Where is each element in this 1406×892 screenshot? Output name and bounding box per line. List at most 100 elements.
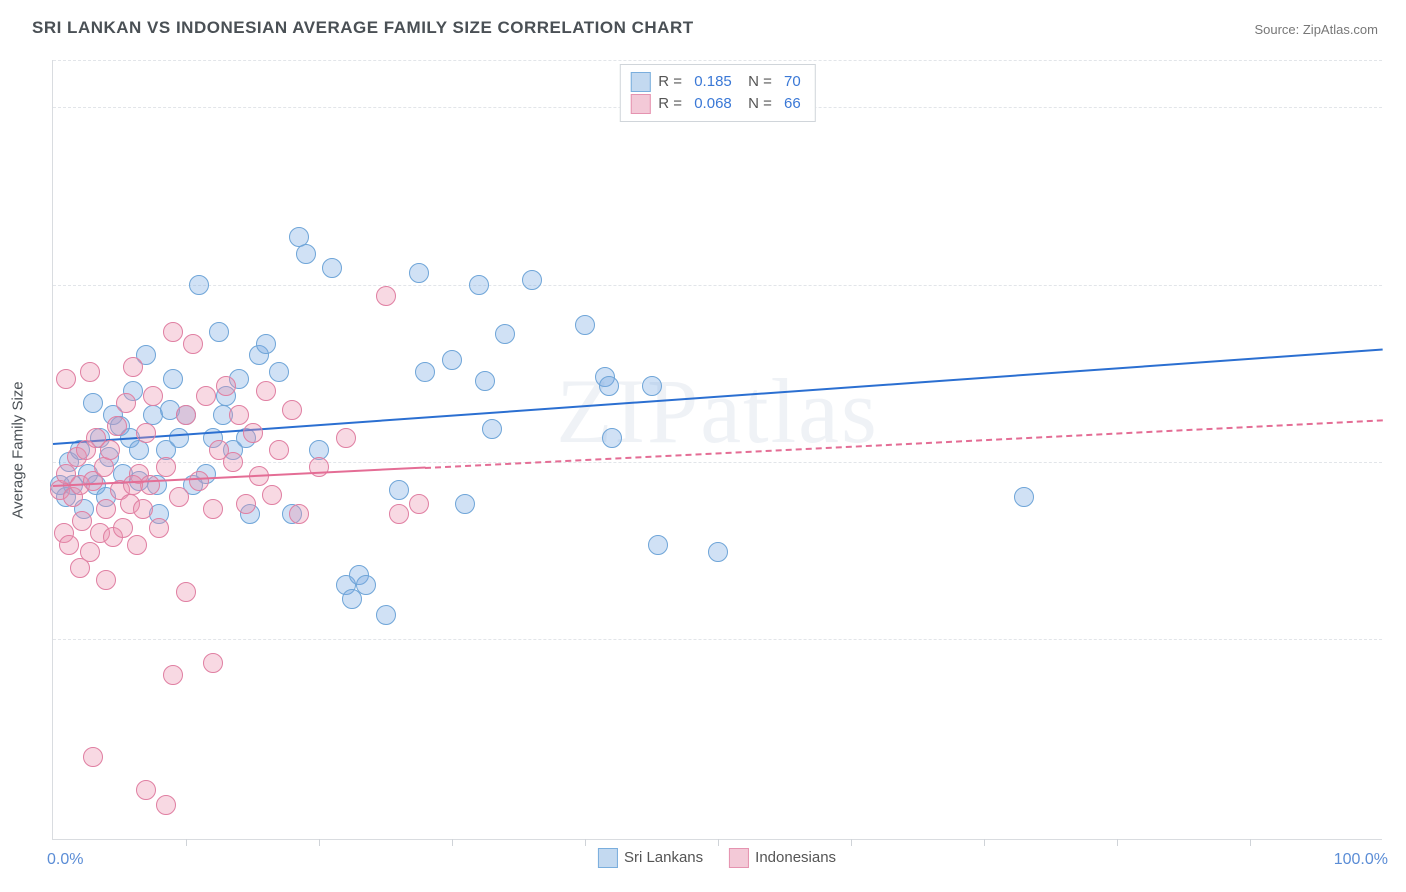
x-tick <box>1250 839 1251 846</box>
data-point-indonesians <box>176 405 196 425</box>
data-point-indonesians <box>123 357 143 377</box>
data-point-indonesians <box>256 381 276 401</box>
data-point-indonesians <box>223 452 243 472</box>
x-axis-end-label: 100.0% <box>1334 851 1388 869</box>
y-tick-label: 2.75 <box>1390 630 1406 648</box>
data-point-sri_lankans <box>599 376 619 396</box>
x-tick <box>851 839 852 846</box>
data-point-sri_lankans <box>469 275 489 295</box>
data-point-indonesians <box>376 286 396 306</box>
data-point-sri_lankans <box>256 334 276 354</box>
data-point-sri_lankans <box>169 428 189 448</box>
y-tick-label: 3.50 <box>1390 453 1406 471</box>
data-point-sri_lankans <box>189 275 209 295</box>
correlation-legend: R = 0.185 N = 70R = 0.068 N = 66 <box>619 64 815 122</box>
x-tick <box>1117 839 1118 846</box>
data-point-indonesians <box>96 499 116 519</box>
legend-n-value: 70 <box>780 71 801 93</box>
data-point-sri_lankans <box>322 258 342 278</box>
data-point-indonesians <box>236 494 256 514</box>
legend-n-value: 66 <box>780 93 801 115</box>
data-point-indonesians <box>136 780 156 800</box>
x-axis-start-label: 0.0% <box>47 851 83 869</box>
gridline-h <box>53 462 1382 463</box>
data-point-indonesians <box>163 665 183 685</box>
data-point-sri_lankans <box>356 575 376 595</box>
data-point-indonesians <box>262 485 282 505</box>
data-point-indonesians <box>80 362 100 382</box>
legend-r-label: R = <box>658 71 686 93</box>
data-point-indonesians <box>143 386 163 406</box>
data-point-indonesians <box>163 322 183 342</box>
data-point-indonesians <box>140 475 160 495</box>
legend-n-label: N = <box>740 71 772 93</box>
legend-item-sri_lankans: Sri Lankans <box>598 848 703 868</box>
data-point-sri_lankans <box>522 270 542 290</box>
data-point-indonesians <box>183 334 203 354</box>
data-point-indonesians <box>107 416 127 436</box>
data-point-indonesians <box>216 376 236 396</box>
data-point-indonesians <box>282 400 302 420</box>
data-point-indonesians <box>100 440 120 460</box>
data-point-indonesians <box>116 393 136 413</box>
x-tick <box>186 839 187 846</box>
data-point-sri_lankans <box>269 362 289 382</box>
legend-swatch-indonesians <box>630 94 650 114</box>
chart-container: Average Family Size ZIPatlas R = 0.185 N… <box>52 60 1382 840</box>
data-point-sri_lankans <box>455 494 475 514</box>
legend-row-indonesians: R = 0.068 N = 66 <box>630 93 800 115</box>
source-site: ZipAtlas.com <box>1303 22 1378 37</box>
legend-swatch-indonesians <box>729 848 749 868</box>
data-point-indonesians <box>196 386 216 406</box>
legend-swatch-sri_lankans <box>598 848 618 868</box>
data-point-sri_lankans <box>415 362 435 382</box>
data-point-sri_lankans <box>648 535 668 555</box>
data-point-sri_lankans <box>482 419 502 439</box>
data-point-indonesians <box>229 405 249 425</box>
legend-r-value: 0.068 <box>694 93 732 115</box>
data-point-indonesians <box>243 423 263 443</box>
legend-label-sri_lankans: Sri Lankans <box>624 849 703 866</box>
data-point-indonesians <box>123 475 143 495</box>
chart-title: SRI LANKAN VS INDONESIAN AVERAGE FAMILY … <box>32 18 694 38</box>
data-point-indonesians <box>70 558 90 578</box>
x-tick <box>984 839 985 846</box>
y-tick-label: 5.00 <box>1390 98 1406 116</box>
source-attribution: Source: ZipAtlas.com <box>1254 22 1378 37</box>
data-point-indonesians <box>133 499 153 519</box>
data-point-indonesians <box>127 535 147 555</box>
data-point-indonesians <box>72 511 92 531</box>
data-point-indonesians <box>96 570 116 590</box>
legend-r-label: R = <box>658 93 686 115</box>
y-tick-label: 4.25 <box>1390 276 1406 294</box>
data-point-indonesians <box>176 582 196 602</box>
data-point-indonesians <box>289 504 309 524</box>
data-point-indonesians <box>203 499 223 519</box>
legend-item-indonesians: Indonesians <box>729 848 836 868</box>
data-point-sri_lankans <box>442 350 462 370</box>
data-point-indonesians <box>83 747 103 767</box>
plot-area: ZIPatlas R = 0.185 N = 70R = 0.068 N = 6… <box>52 60 1382 840</box>
legend-n-label: N = <box>740 93 772 115</box>
data-point-indonesians <box>149 518 169 538</box>
data-point-indonesians <box>409 494 429 514</box>
data-point-sri_lankans <box>83 393 103 413</box>
x-tick <box>319 839 320 846</box>
data-point-indonesians <box>156 795 176 815</box>
data-point-sri_lankans <box>1014 487 1034 507</box>
source-prefix: Source: <box>1254 22 1302 37</box>
data-point-indonesians <box>269 440 289 460</box>
data-point-sri_lankans <box>602 428 622 448</box>
data-point-indonesians <box>156 457 176 477</box>
data-point-sri_lankans <box>376 605 396 625</box>
data-point-indonesians <box>389 504 409 524</box>
series-legend: Sri Lankans Indonesians <box>598 848 836 868</box>
legend-label-indonesians: Indonesians <box>755 849 836 866</box>
x-tick <box>585 839 586 846</box>
data-point-sri_lankans <box>409 263 429 283</box>
data-point-sri_lankans <box>163 369 183 389</box>
gridline-h <box>53 285 1382 286</box>
y-axis-label: Average Family Size <box>10 381 27 518</box>
gridline-h <box>53 639 1382 640</box>
data-point-sri_lankans <box>575 315 595 335</box>
